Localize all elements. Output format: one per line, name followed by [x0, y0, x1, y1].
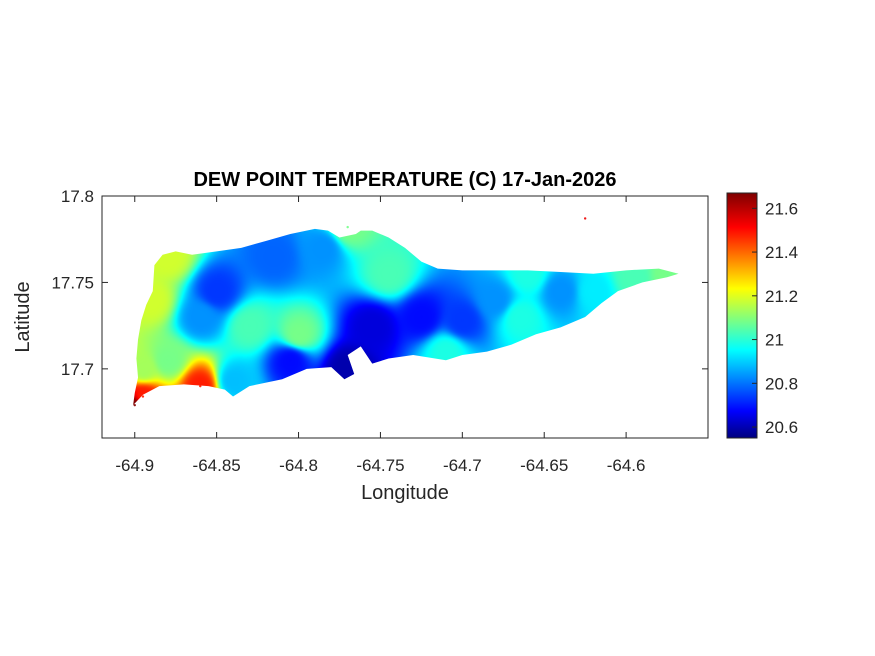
plot-area: -64.9 -64.85 -64.8 -64.75 -64.7 -64.65 -64.6 1…	[51, 187, 709, 475]
field-sample-point	[371, 324, 374, 327]
y-tick-label: 17.8	[61, 187, 94, 206]
field-sample-point	[149, 298, 153, 301]
field-sample-point	[583, 217, 587, 220]
colorbar-tick-label: 20.6	[765, 418, 798, 437]
x-tick-label: -64.6	[607, 456, 646, 475]
y-tick-label: 17.7	[61, 360, 94, 379]
field-sample-point	[592, 289, 595, 293]
colorbar-ticks: 20.6 20.8 21 21.2 21.4 21.6	[752, 199, 798, 437]
field-sample-point	[346, 225, 349, 229]
x-tick-label: -64.7	[443, 456, 482, 475]
colorbar: 20.6 20.8 21 21.2 21.4 21.6	[726, 192, 798, 439]
field-sample-point	[289, 359, 292, 362]
y-axis-label: Latitude	[12, 281, 34, 352]
field-sample-point	[321, 246, 325, 250]
field-sample-point	[141, 395, 145, 398]
y-tick-label: 17.75	[51, 273, 94, 292]
field-sample-point	[297, 333, 300, 336]
field-sample-point	[215, 289, 218, 293]
field-sample-point	[166, 359, 169, 362]
field-sample-point	[231, 379, 235, 383]
colorbar-tick-label: 21.6	[765, 199, 798, 218]
y-axis-ticks: 17.7 17.75 17.8	[51, 187, 708, 379]
x-tick-label: -64.85	[193, 456, 241, 475]
field-sample-point	[559, 289, 562, 293]
colorbar-tick-label: 21	[765, 331, 784, 350]
field-sample-point	[272, 255, 276, 258]
field-sample-point	[248, 324, 251, 327]
field-sample-point	[444, 350, 448, 353]
colorbar-tick-label: 21.4	[765, 243, 798, 262]
field-sample-point	[633, 276, 636, 279]
field-sample-point	[518, 315, 521, 319]
x-tick-label: -64.9	[115, 456, 154, 475]
field-sample-point	[166, 255, 169, 258]
field-sample-point	[420, 315, 423, 319]
x-axis-label: Longitude	[361, 482, 449, 504]
field-sample-point	[199, 315, 202, 319]
chart-title: DEW POINT TEMPERATURE (C) 17-Jan-2026	[193, 169, 616, 191]
field-sample-point	[493, 298, 497, 301]
colorbar-tick-label: 20.8	[765, 374, 798, 393]
field-sample-point	[133, 403, 136, 407]
field-sample-point	[665, 272, 669, 275]
colorbar-gradient	[726, 192, 758, 439]
plot-frame	[101, 195, 709, 439]
field-sample-point	[346, 367, 349, 371]
x-tick-label: -64.75	[356, 456, 404, 475]
field-sample-point	[199, 384, 202, 388]
x-tick-label: -64.65	[520, 456, 568, 475]
x-axis-ticks: -64.9 -64.85 -64.8 -64.75 -64.7 -64.65 -64.6	[115, 196, 645, 475]
x-tick-label: -64.8	[279, 456, 318, 475]
field-sample-point	[141, 367, 145, 371]
field-sample-point	[461, 319, 464, 322]
field-sample-point	[526, 272, 530, 275]
field-sample-point	[387, 272, 390, 275]
colorbar-tick-label: 21.2	[765, 287, 798, 306]
